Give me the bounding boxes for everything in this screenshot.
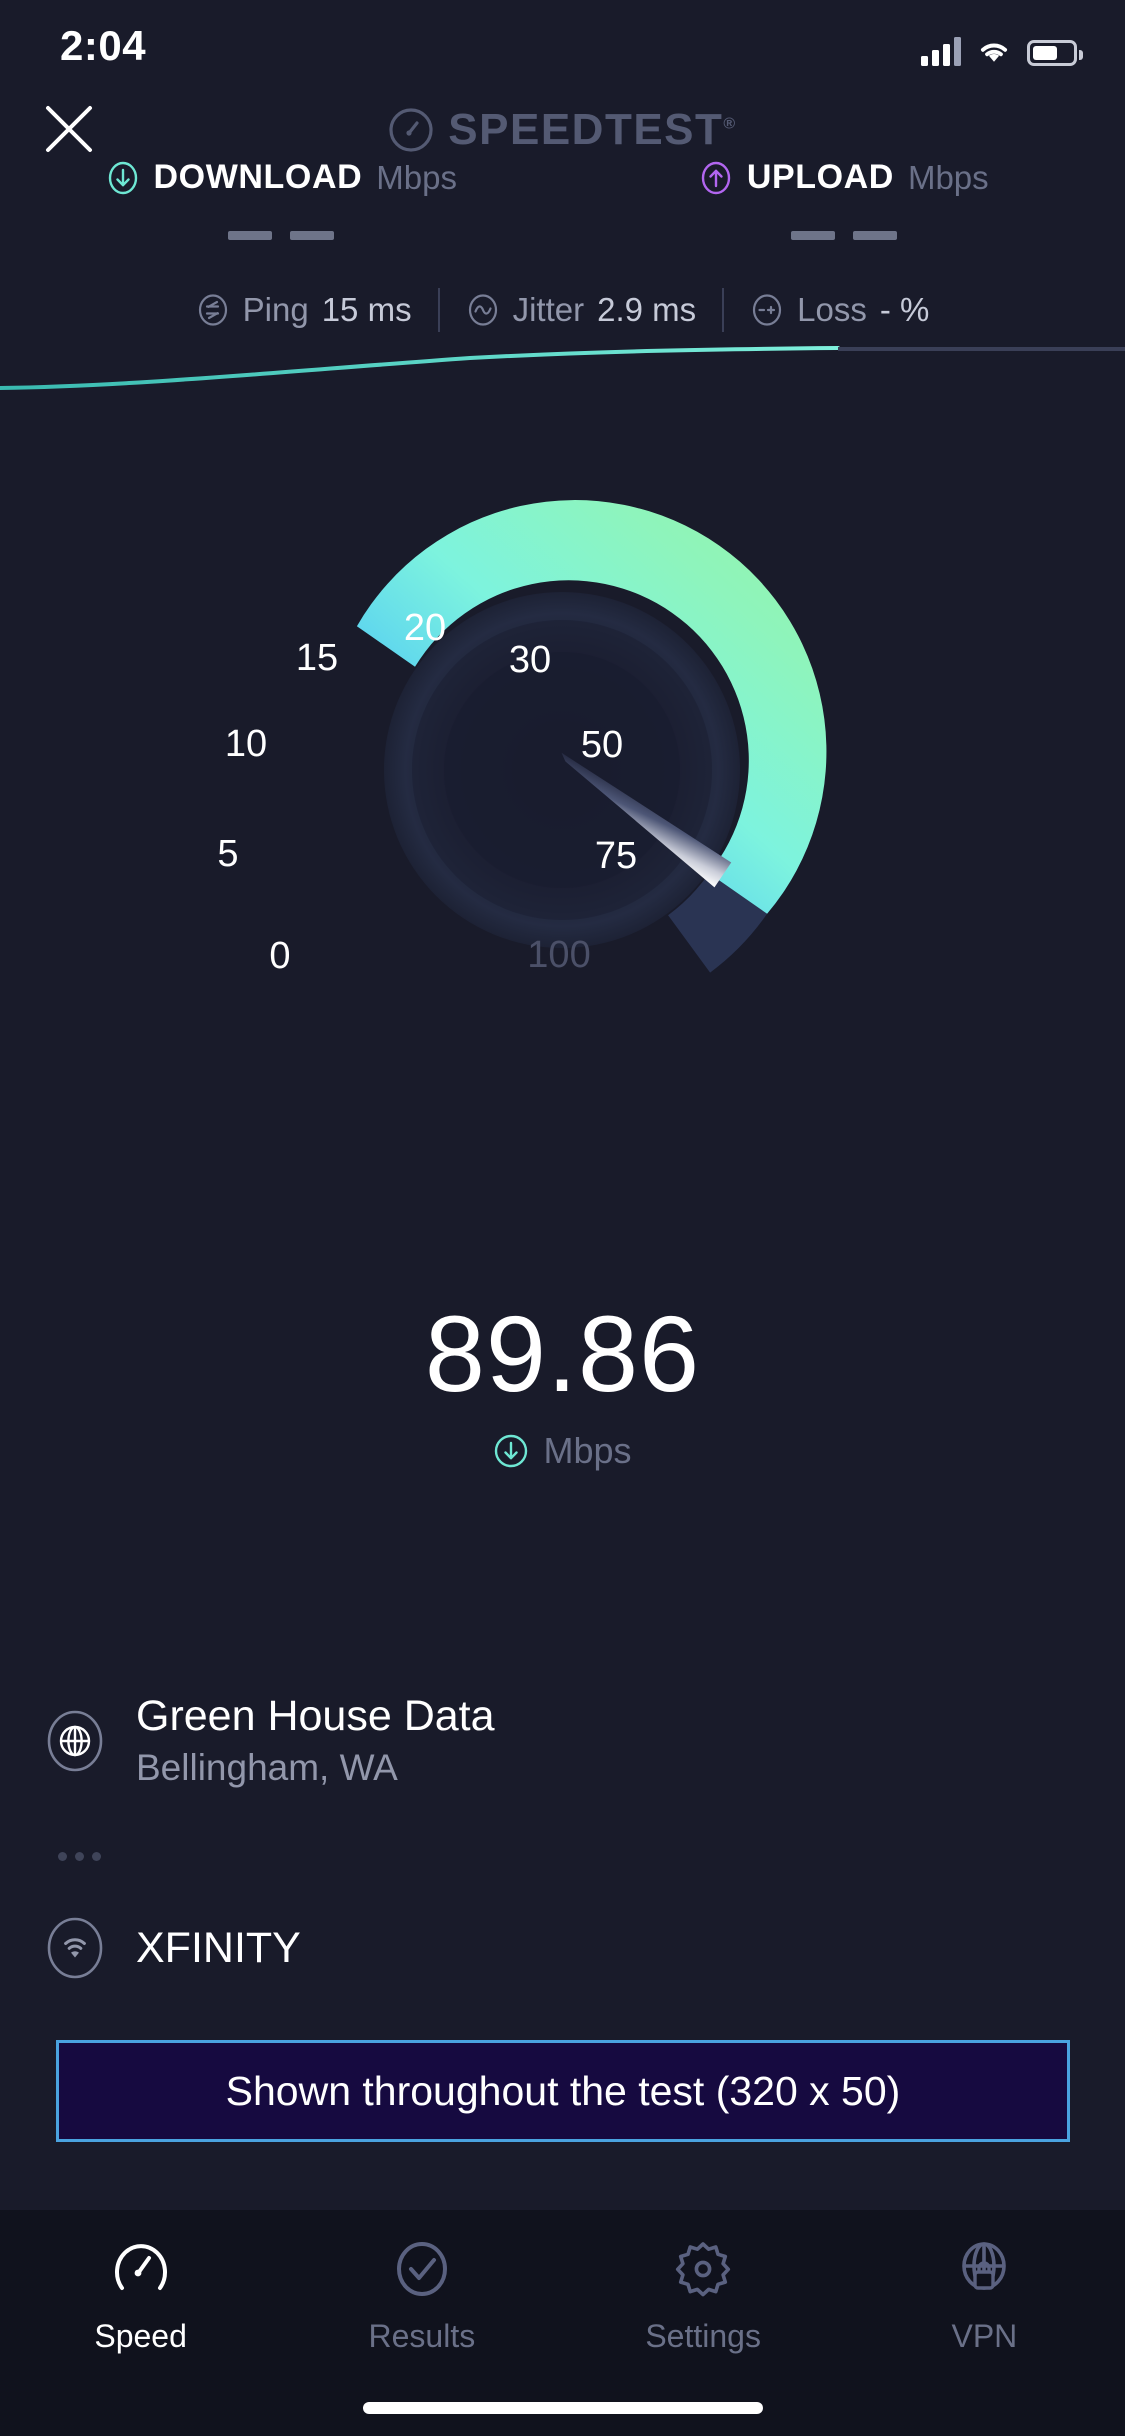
server-location: Bellingham, WA <box>136 1747 398 1788</box>
ping-icon <box>198 294 227 326</box>
gauge-tick-10: 10 <box>225 723 267 765</box>
download-label: DOWNLOAD <box>153 158 363 196</box>
status-bar: 2:04 <box>0 0 1125 100</box>
more-dots-icon[interactable] <box>58 1852 101 1861</box>
server-row[interactable]: Green House Data Bellingham, WA <box>42 1692 495 1789</box>
status-bar-indicators <box>921 26 1083 66</box>
wifi-icon <box>980 43 1008 62</box>
ad-banner-text: Shown throughout the test (320 x 50) <box>225 2067 901 2114</box>
gauge-tick-5: 5 <box>217 833 238 875</box>
arrow-down-circle-icon <box>108 161 137 194</box>
jitter-metric: Jitter 2.9 ms <box>440 291 723 329</box>
cellular-bars-icon <box>921 36 961 66</box>
download-value-placeholder <box>228 231 335 240</box>
divider <box>437 288 440 332</box>
tab-results-label: Results <box>368 2318 476 2354</box>
ad-banner[interactable]: Shown throughout the test (320 x 50) <box>56 2040 1070 2142</box>
speedtest-gauge-icon <box>388 107 434 153</box>
brand-header: SPEEDTEST® <box>0 105 1125 155</box>
gauge-tick-50: 50 <box>581 724 623 766</box>
tab-settings-label: Settings <box>645 2318 761 2354</box>
wifi-circle-icon <box>42 1915 108 1981</box>
tab-settings[interactable]: Settings <box>563 2238 844 2355</box>
tab-vpn-label: VPN <box>951 2318 1018 2354</box>
jitter-label: Jitter <box>512 291 585 328</box>
tab-vpn[interactable]: VPN <box>844 2238 1125 2355</box>
arrow-down-circle-icon <box>495 1434 528 1468</box>
server-name: Green House Data <box>136 1692 495 1740</box>
speedometer-icon <box>114 2244 167 2290</box>
gauge-tick-75: 75 <box>595 835 637 877</box>
arrow-up-circle-icon <box>701 161 731 194</box>
speed-readout: 89.86 Mbps <box>0 1300 1125 1472</box>
upload-value-placeholder <box>790 231 897 240</box>
ping-label: Ping <box>242 291 309 328</box>
loss-value: - % <box>879 291 930 328</box>
tab-speed-label: Speed <box>94 2318 187 2354</box>
speed-gauge: 0 5 10 15 20 30 50 75 100 <box>62 430 1062 990</box>
gauge-tick-15: 15 <box>296 637 338 679</box>
vpn-globe-lock-icon <box>962 2242 1007 2290</box>
download-metric: DOWNLOAD Mbps <box>0 158 563 240</box>
speed-value: 89.86 <box>424 1293 701 1414</box>
upload-label: UPLOAD <box>746 158 894 196</box>
gear-icon <box>676 2242 731 2297</box>
download-unit: Mbps <box>376 158 457 196</box>
speed-unit: Mbps <box>543 1430 632 1471</box>
loss-icon <box>753 294 782 326</box>
upload-metric: UPLOAD Mbps <box>563 158 1125 240</box>
bottom-tab-bar: Speed Results Settings VPN <box>0 2210 1125 2436</box>
home-indicator[interactable] <box>362 2402 763 2414</box>
speed-metrics-row: DOWNLOAD Mbps UPLOAD Mbps <box>0 158 1125 240</box>
isp-name: XFINITY <box>136 1923 301 1972</box>
loss-metric: Loss - % <box>724 291 955 329</box>
ping-metric: Ping 15 ms <box>170 291 438 329</box>
gauge-tick-20: 20 <box>404 607 446 649</box>
isp-row[interactable]: XFINITY <box>42 1915 301 1981</box>
divider <box>722 288 725 332</box>
ping-value: 15 ms <box>321 291 412 328</box>
progress-sparkline <box>0 330 1125 400</box>
loss-label: Loss <box>797 291 867 328</box>
close-icon[interactable] <box>38 98 100 160</box>
jitter-value: 2.9 ms <box>597 291 697 328</box>
check-circle-icon <box>396 2242 447 2296</box>
brand-title: SPEEDTEST® <box>448 105 737 154</box>
status-bar-time: 2:04 <box>60 22 147 69</box>
upload-unit: Mbps <box>907 158 989 196</box>
globe-icon <box>42 1708 108 1774</box>
gauge-tick-100: 100 <box>527 934 590 976</box>
connection-quality-row: Ping 15 ms Jitter 2.9 ms Loss - % <box>0 288 1125 332</box>
gauge-tick-0: 0 <box>269 935 290 977</box>
battery-icon <box>1027 40 1083 66</box>
tab-speed[interactable]: Speed <box>0 2238 281 2355</box>
gauge-tick-30: 30 <box>509 639 551 681</box>
jitter-icon <box>468 294 497 326</box>
tab-results[interactable]: Results <box>281 2238 562 2355</box>
